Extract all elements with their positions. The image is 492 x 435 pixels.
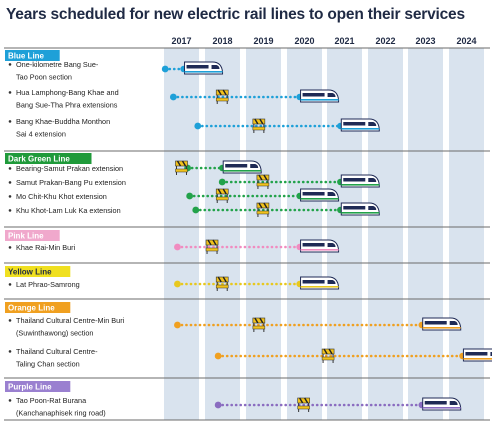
purple-line-row-1-start-dot (214, 401, 222, 409)
dark-green-line-row-4-construction-icon (256, 202, 270, 217)
year-column-2023 (408, 48, 443, 420)
orange-line-row-2-construction-icon (321, 348, 335, 363)
blue-line-row-2-construction-icon (215, 89, 229, 104)
dark-green-line-row-3-train-icon (300, 188, 340, 202)
year-column-2019 (246, 48, 281, 420)
blue-line-row-3-construction-icon (252, 118, 266, 133)
year-label-2020: 2020 (294, 36, 314, 46)
blue-line-row-1-bullet (8, 63, 12, 66)
year-label-2019: 2019 (253, 36, 273, 46)
pink-line-row-1-start-dot (174, 243, 181, 251)
blue-line-row-3-label-line-2: Sai 4 extension (16, 130, 66, 139)
dark-green-line-row-2-construction-icon (256, 174, 270, 189)
dark-green-line-row-1-bullet (8, 167, 12, 170)
orange-line-row-1-start-dot (174, 321, 181, 329)
blue-line-row-3-label-line-1: Bang Khae-Buddha Monthon (16, 117, 110, 126)
blue-line-header-box (5, 50, 60, 61)
orange-line-row-1-train-icon (422, 317, 462, 331)
orange-line-row-2-label-line-1: Thailand Cultural Centre- (16, 347, 98, 356)
dark-green-line-row-4-train-icon (340, 202, 380, 216)
yellow-line-header-box (5, 266, 71, 277)
dark-green-line-row-2-train-icon (340, 174, 380, 188)
purple-line-header-label: Purple Line (8, 383, 52, 392)
dark-green-line-row-3-construction-icon (215, 188, 229, 203)
year-label-2023: 2023 (415, 36, 435, 46)
pink-line-row-1-train-icon (300, 239, 340, 253)
blue-line-row-3-bullet (8, 120, 12, 123)
purple-line-row-1-label-line-2: (Kanchanaphisek ring road) (16, 409, 106, 418)
orange-line-row-1-label-line-2: (Suwinthawong) section (16, 329, 93, 338)
year-column-2020 (287, 48, 322, 420)
yellow-line-row-1-label-line-1: Lat Phrao-Samrong (16, 280, 80, 289)
orange-line-row-1-construction-icon (252, 317, 266, 332)
dark-green-line-row-2-bullet (8, 181, 12, 184)
purple-line-row-1-train-icon (422, 397, 462, 411)
purple-line-row-1-bullet (8, 399, 12, 402)
purple-line-row-1-construction-icon (297, 397, 310, 412)
dark-green-line-row-3-label-line-1: Mo Chit-Khu Khot extension (16, 192, 107, 201)
blue-line-row-3-train-icon (340, 118, 380, 132)
orange-line-row-1-bullet (8, 319, 12, 322)
year-column-2022 (368, 48, 403, 420)
dark-green-line-row-3-bullet (8, 195, 12, 198)
year-column-2021 (327, 48, 362, 420)
yellow-line-row-1-start-dot (174, 280, 181, 288)
yellow-line-header-label: Yellow Line (8, 268, 52, 277)
orange-line-row-2-bullet (8, 350, 12, 353)
pink-line-row-1-construction-icon (205, 239, 219, 254)
blue-line-row-1-train-icon (184, 61, 224, 75)
dark-green-line-row-1-construction-icon (175, 160, 188, 175)
pink-line-row-1-bullet (8, 246, 12, 249)
blue-line-row-3-start-dot (194, 122, 202, 130)
blue-line-row-2-train-icon (300, 89, 340, 103)
dark-green-line-header-box (5, 153, 92, 164)
year-column-2024 (449, 48, 484, 420)
orange-line-row-2-train-icon (462, 348, 492, 362)
pink-line-row-1-label-line-1: Khae Rai-Min Buri (16, 243, 76, 252)
blue-line-row-1-label-line-2: Tao Poon section (16, 73, 72, 82)
dark-green-line-header-label: Dark Green Line (8, 155, 70, 164)
pink-line-header-label: Pink Line (8, 232, 44, 241)
dark-green-line-row-4-label-line-1: Khu Khot-Lam Luk Ka extension (16, 206, 121, 215)
orange-line-row-2-label-line-2: Taling Chan section (16, 360, 80, 369)
yellow-line-row-1-bullet (8, 283, 12, 286)
blue-line-header-label: Blue Line (8, 52, 45, 61)
blue-line-row-2-label-line-1: Hua Lamphong-Bang Khae and (16, 88, 119, 97)
orange-line-header-label: Orange Line (8, 304, 55, 313)
orange-line-header-box (5, 302, 71, 313)
blue-line-row-2-start-dot (169, 93, 177, 101)
chart-title: Years scheduled for new electric rail li… (6, 6, 465, 23)
dark-green-line-row-4-start-dot (192, 206, 200, 214)
dark-green-line-row-2-label-line-1: Samut Prakan-Bang Pu extension (16, 178, 126, 187)
year-label-2017: 2017 (171, 36, 191, 46)
blue-line-row-2-bullet (8, 91, 12, 94)
purple-line-header-box (5, 381, 71, 392)
blue-line-row-1-label-line-1: One-kilometre Bang Sue- (16, 60, 99, 69)
dark-green-line-row-1-label-line-1: Bearing-Samut Prakan extension (16, 164, 123, 173)
orange-line-row-1-label-line-1: Thailand Cultural Centre-Min Buri (16, 316, 125, 325)
purple-line-row-1-label-line-1: Tao Poon-Rat Burana (16, 396, 87, 405)
year-column-2017 (164, 48, 199, 420)
yellow-line-row-1-construction-icon (215, 276, 229, 291)
dark-green-line-row-4-bullet (8, 209, 12, 212)
blue-line-row-1-start-dot (161, 65, 169, 73)
dark-green-line-row-3-start-dot (186, 192, 194, 200)
pink-line-header-box (5, 230, 60, 241)
dark-green-line-row-2-start-dot (218, 178, 226, 186)
year-label-2022: 2022 (375, 36, 395, 46)
year-label-2021: 2021 (334, 36, 354, 46)
yellow-line-row-1-train-icon (300, 276, 340, 290)
year-label-2018: 2018 (212, 36, 232, 46)
year-column-2018 (205, 48, 240, 420)
blue-line-row-2-label-line-2: Bang Sue-Tha Phra extensions (16, 101, 118, 110)
orange-line-row-2-start-dot (214, 352, 222, 360)
year-label-2024: 2024 (456, 36, 476, 46)
dark-green-line-row-1-train-icon (222, 160, 262, 174)
